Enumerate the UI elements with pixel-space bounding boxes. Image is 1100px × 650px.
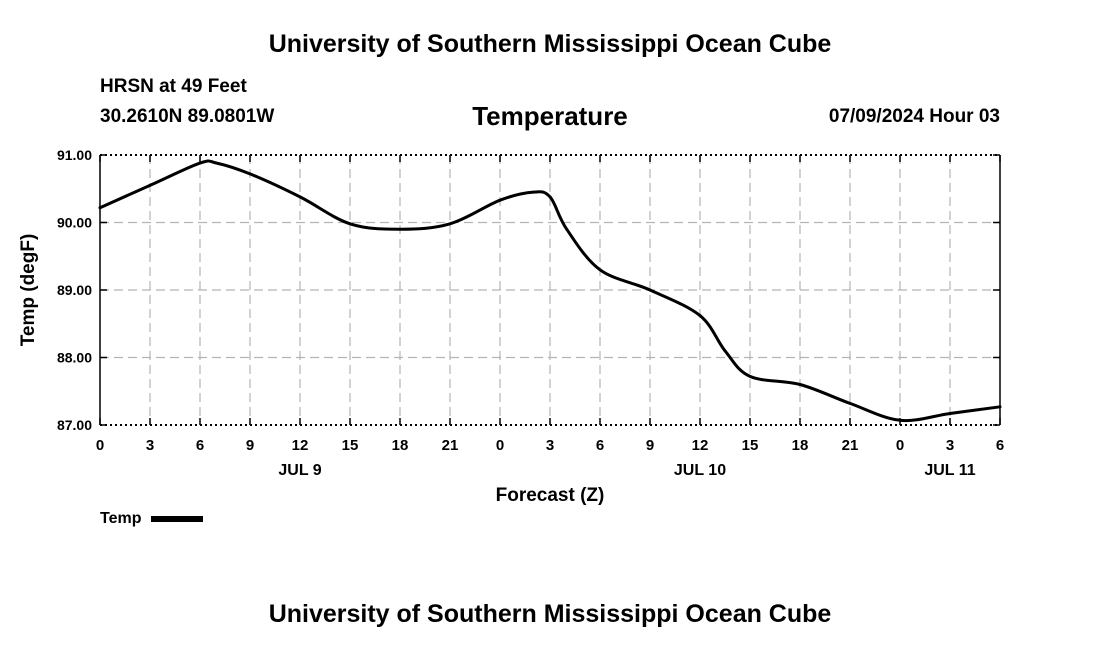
data-point <box>98 206 102 210</box>
y-axis-title: Temp (degF) <box>18 234 39 347</box>
station-label: HRSN at 49 Feet <box>100 76 247 97</box>
y-tick-label: 87.00 <box>57 417 92 433</box>
x-tick-label: 3 <box>546 437 554 454</box>
day-label: JUL 11 <box>924 462 975 479</box>
day-label: JUL 9 <box>278 462 321 479</box>
x-tick-label: 0 <box>496 437 504 454</box>
x-tick-label: 21 <box>442 437 459 454</box>
grid-layer <box>100 155 1000 425</box>
x-tick-label: 12 <box>292 437 309 454</box>
x-tick-label: 12 <box>692 437 709 454</box>
legend-swatch <box>151 516 204 522</box>
station-coordinates: 30.2610N 89.0801W <box>100 106 275 127</box>
x-tick-label: 0 <box>96 437 104 454</box>
data-point <box>648 288 652 292</box>
x-tick-label: 3 <box>146 437 154 454</box>
data-point <box>348 222 352 226</box>
data-point <box>531 190 535 194</box>
x-tick-label: 6 <box>596 437 604 454</box>
x-tick-label: 9 <box>646 437 654 454</box>
forecast-datetime: 07/09/2024 Hour 03 <box>828 106 1000 127</box>
data-point <box>148 183 152 187</box>
data-point <box>698 314 702 318</box>
legend: Temp <box>100 510 204 528</box>
data-point <box>898 418 902 422</box>
y-tick-label: 89.00 <box>57 282 92 298</box>
axis-layer <box>99 154 1001 426</box>
title-bottom: University of Southern Mississippi Ocean… <box>268 600 832 628</box>
x-tick-label: 9 <box>246 437 254 454</box>
data-point <box>248 172 252 176</box>
y-tick-label: 91.00 <box>57 147 92 163</box>
data-point <box>798 383 802 386</box>
data-point <box>398 227 402 231</box>
y-tick-label: 88.00 <box>57 350 92 366</box>
series-layer <box>98 159 1002 423</box>
data-point <box>723 349 727 353</box>
x-axis-title: Forecast (Z) <box>496 485 605 506</box>
y-tick-label: 90.00 <box>57 215 92 231</box>
x-tick-label: 15 <box>342 437 359 454</box>
legend-label: Temp <box>100 510 142 527</box>
data-point <box>748 375 752 378</box>
day-label: JUL 10 <box>674 462 726 479</box>
data-point <box>548 195 552 199</box>
data-point <box>298 195 302 199</box>
data-point <box>448 222 452 226</box>
title-top: University of Southern Mississippi Ocean… <box>268 30 832 58</box>
data-point <box>565 227 569 231</box>
data-point <box>948 412 952 415</box>
x-tick-label: 18 <box>792 437 809 454</box>
data-point <box>598 268 602 272</box>
x-tick-label: 15 <box>742 437 759 454</box>
label-layer: 0 3 6 9 12 15 18 21 0 3 6 9 12 15 18 21 0 3 6 87.00 88.00 89.… <box>18 147 1004 506</box>
x-tick-label: 21 <box>842 437 859 454</box>
data-point <box>848 402 852 405</box>
data-point <box>498 198 502 202</box>
data-point <box>215 161 219 165</box>
x-tick-label: 3 <box>946 437 954 454</box>
x-tick-label: 0 <box>896 437 904 454</box>
chart-title: Temperature <box>472 101 628 131</box>
x-tick-label: 18 <box>392 437 409 454</box>
x-tick-label: 6 <box>196 437 204 454</box>
x-tick-label: 6 <box>996 437 1004 454</box>
data-point <box>198 161 202 165</box>
data-point <box>998 405 1002 409</box>
